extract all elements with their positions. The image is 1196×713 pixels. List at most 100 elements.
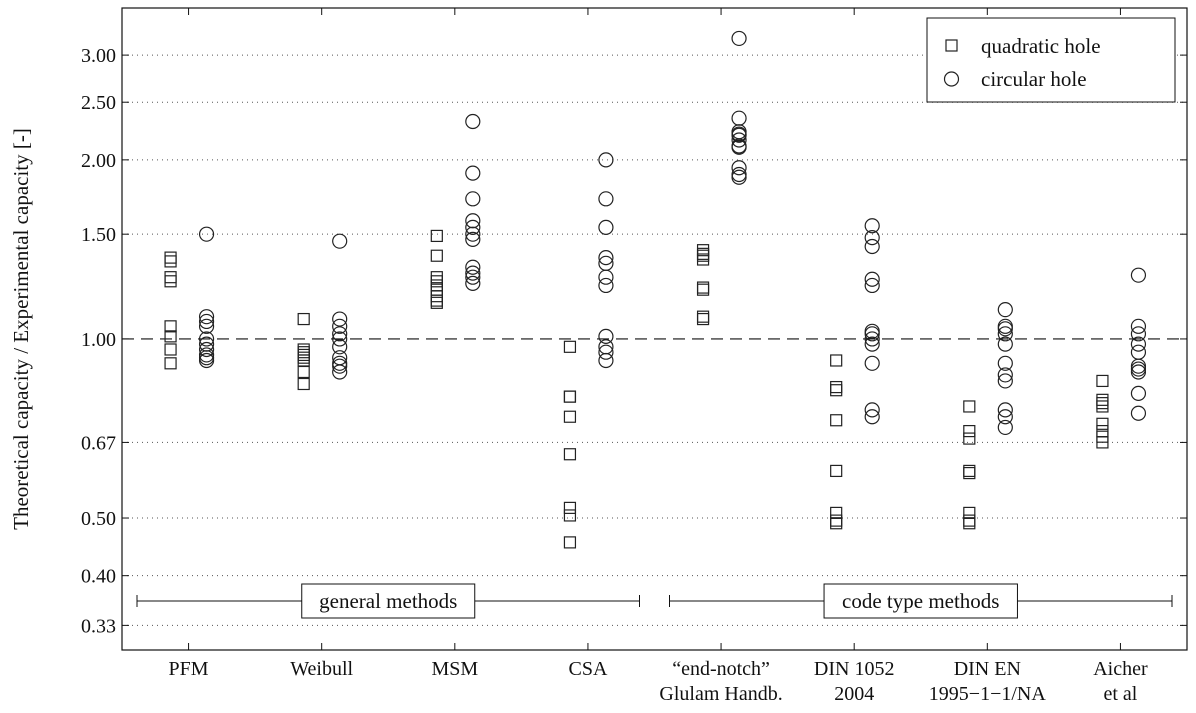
quadratic-hole-point [430, 283, 443, 296]
circular-hole-point [598, 250, 614, 266]
x-tick-label: MSM [431, 658, 478, 680]
circular-hole-point [465, 265, 481, 281]
circular-hole-point [598, 191, 614, 207]
circular-hole-point [997, 302, 1013, 318]
circular-hole-point [465, 231, 481, 248]
quadratic-hole-point [563, 448, 577, 461]
quadratic-hole-point [430, 290, 443, 303]
circular-hole-point [864, 409, 880, 425]
quadratic-hole-point [963, 432, 976, 445]
quadratic-hole-point [563, 410, 577, 423]
quadratic-hole-point [563, 340, 577, 353]
quadratic-hole-point [297, 312, 310, 326]
circular-hole-point [997, 336, 1013, 352]
circular-hole-point [731, 160, 747, 176]
quadratic-hole-point [563, 390, 577, 403]
quadratic-hole-point [1096, 436, 1109, 449]
quadratic-hole-point [563, 501, 577, 514]
legend-label-circular: circular hole [981, 67, 1087, 91]
method-groups: general methods code type methods [136, 583, 1173, 619]
quadratic-hole-point [696, 253, 710, 266]
circular-hole-point [198, 226, 215, 242]
quadratic-hole-point [830, 464, 843, 478]
circular-hole-point [864, 277, 880, 294]
circular-hole-point [864, 230, 880, 246]
quadratic-hole-point [830, 414, 843, 427]
quadratic-hole-point [164, 330, 177, 343]
circular-hole-point [332, 364, 348, 380]
circular-hole-point [864, 238, 880, 255]
quadratic-hole-point [164, 320, 177, 333]
quadratic-hole-point [696, 312, 710, 326]
circular-hole-point [598, 219, 614, 235]
x-tick-label: PFM [169, 658, 209, 680]
y-tick-label: 0.67 [81, 432, 116, 454]
y-tick-label: 1.00 [81, 329, 116, 351]
circular-hole-point [864, 402, 880, 418]
quadratic-hole-point [563, 536, 577, 549]
circular-hole-point [332, 339, 348, 355]
legend-box [926, 17, 1176, 103]
x-tick-label-line2: 2004 [834, 683, 874, 705]
quadratic-hole-point [963, 466, 976, 480]
quadratic-hole-point [830, 384, 843, 397]
grid-lines [122, 54, 1187, 626]
quadratic-hole-point [963, 514, 976, 527]
quadratic-hole-point [164, 271, 177, 284]
circular-hole-point [598, 269, 614, 285]
quadratic-hole-point [297, 365, 310, 379]
y-tick-label: 2.50 [81, 92, 116, 114]
circular-hole-point [465, 259, 481, 275]
y-tick-label: 0.40 [81, 566, 116, 588]
quadratic-hole-point [963, 424, 976, 438]
quadratic-hole-point [164, 251, 177, 264]
circular-hole-point [598, 344, 614, 360]
y-tick-label: 1.50 [81, 224, 116, 246]
circular-hole-point [1130, 364, 1147, 380]
legend-label-quadratic: quadratic hole [981, 34, 1101, 58]
circular-hole-point [731, 30, 747, 47]
circular-hole-point [1130, 405, 1147, 421]
quadratic-hole-point [696, 310, 710, 323]
circular-hole-point [1130, 385, 1147, 401]
circular-hole-point [465, 269, 481, 285]
quadratic-hole-point [430, 279, 443, 292]
plot-frame [121, 7, 1188, 651]
quadratic-hole-point [164, 357, 177, 370]
x-tick-label-line2: 1995−1−1/NA [929, 683, 1047, 705]
circular-hole-point [1130, 318, 1147, 334]
data-marks [164, 30, 1147, 549]
circular-hole-point [997, 373, 1013, 389]
x-axis-ticks: PFM Weibull MSM CSA “end-notch” Glulam Handb.… [169, 8, 1148, 705]
quadratic-hole-point [830, 354, 843, 367]
x-tick-label: DIN EN [954, 658, 1021, 680]
quadratic-hole-point [1096, 374, 1109, 388]
quadratic-hole-point [1096, 397, 1109, 410]
y-tick-label: 3.00 [81, 45, 116, 67]
circular-hole-point [465, 113, 481, 130]
circular-hole-point [198, 313, 215, 330]
group-label: general methods [319, 589, 457, 613]
quadratic-hole-point [963, 400, 976, 413]
quadratic-hole-point [164, 343, 177, 356]
circular-hole-point [1130, 267, 1147, 283]
circular-hole-point [198, 331, 215, 347]
x-tick-label: Weibull [290, 658, 353, 680]
quadratic-hole-point [430, 271, 443, 284]
circular-hole-point [731, 132, 747, 148]
circular-hole-point [198, 350, 215, 366]
x-tick-label: Aicher [1093, 658, 1148, 680]
circular-hole-point [465, 165, 481, 181]
quadratic-hole-point [430, 229, 443, 243]
group-label-box [823, 583, 1018, 619]
circular-hole-point [997, 367, 1013, 383]
circular-hole-point [997, 321, 1013, 337]
circular-hole-point [997, 419, 1013, 436]
group-label: code type methods [842, 589, 999, 613]
quadratic-hole-point [430, 296, 443, 309]
circular-hole-point [864, 331, 880, 347]
circular-hole-point [598, 328, 614, 344]
circular-hole-point [1130, 336, 1147, 352]
circular-hole-point [731, 139, 747, 155]
